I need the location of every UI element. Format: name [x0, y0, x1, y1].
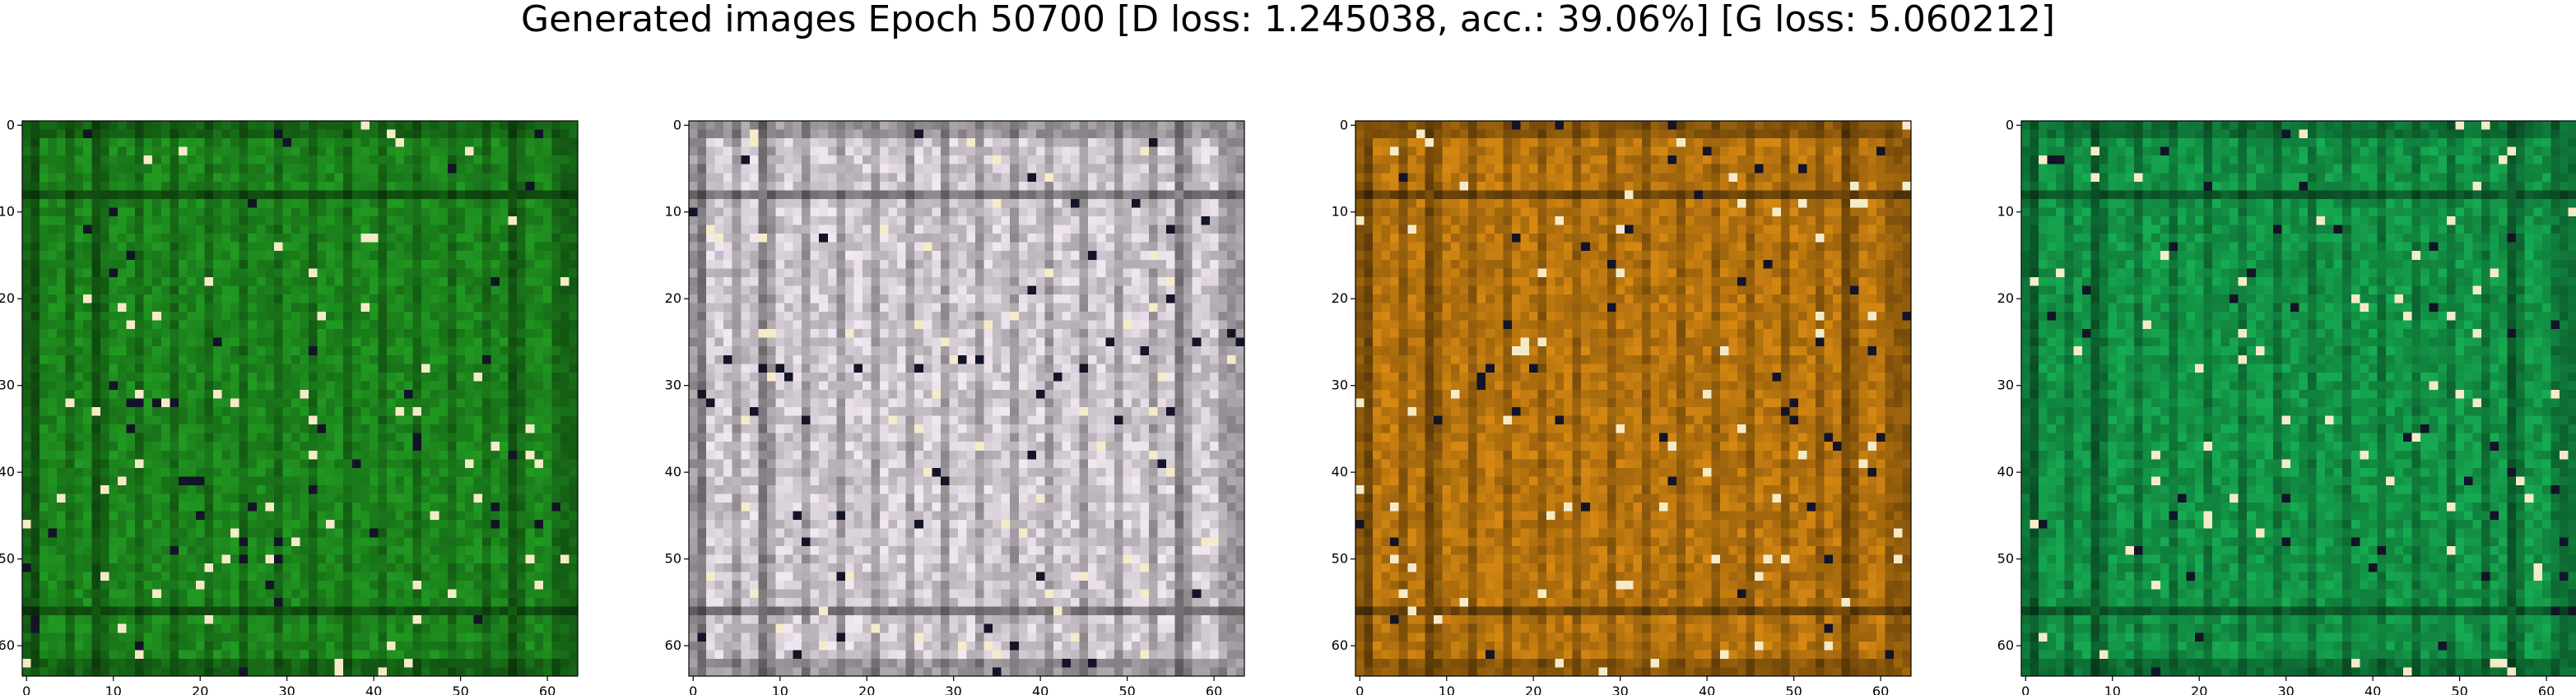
generated-image-2	[689, 121, 1244, 676]
subplot-1: 0 10 20 30 40 50 60 0 10 20 30 40 50 60	[0, 117, 579, 695]
x-tick-label: 60	[1872, 683, 1889, 695]
y-tick-label: 0	[7, 117, 15, 132]
axes-frame	[1355, 120, 1912, 677]
x-tick-label: 50	[452, 683, 468, 695]
y-tick-label: 40	[665, 464, 681, 480]
generated-image-4	[2021, 121, 2576, 676]
axes-frame	[21, 120, 579, 677]
x-tick-label: 50	[1785, 683, 1802, 695]
y-tick-label: 50	[1332, 551, 1348, 567]
x-tick-label: 30	[2278, 683, 2295, 695]
x-tick-label: 10	[772, 683, 788, 695]
y-tick-label: 0	[673, 117, 681, 132]
y-tick-label: 20	[665, 290, 681, 306]
x-tick-label: 10	[1439, 683, 1455, 695]
y-tick-label: 40	[1332, 464, 1348, 480]
x-tick-label: 50	[2451, 683, 2467, 695]
x-tick-label: 10	[2104, 683, 2121, 695]
y-tick-label: 30	[665, 378, 681, 393]
x-tick-label: 0	[689, 683, 697, 695]
x-tick-label: 30	[1612, 683, 1629, 695]
y-tick-label: 60	[1997, 637, 2014, 653]
y-tick-label: 50	[665, 551, 681, 567]
y-tick-label: 20	[1332, 290, 1348, 306]
axes-frame	[2020, 120, 2576, 677]
x-tick-label: 60	[1206, 683, 1222, 695]
x-tick-label: 20	[858, 683, 875, 695]
y-tick-label: 10	[0, 204, 15, 220]
y-tick-label: 40	[0, 464, 15, 480]
x-tick-label: 0	[1355, 683, 1364, 695]
y-tick-label: 20	[0, 290, 15, 306]
x-tick-label: 30	[946, 683, 962, 695]
y-tick-label: 10	[665, 204, 681, 220]
x-tick-label: 40	[1699, 683, 1715, 695]
y-tick-label: 10	[1997, 204, 2014, 220]
y-tick-label: 50	[1997, 551, 2014, 567]
x-tick-label: 20	[192, 683, 208, 695]
y-tick-label: 30	[1997, 378, 2014, 393]
y-tick-label: 0	[1340, 117, 1348, 132]
x-tick-label: 30	[279, 683, 295, 695]
x-tick-label: 40	[1032, 683, 1049, 695]
x-tick-label: 60	[539, 683, 556, 695]
subplot-3: 0 10 20 30 40 50 60 0 10 20 30 40 50 60	[1332, 117, 1912, 695]
generated-image-1	[22, 121, 578, 676]
x-tick-label: 20	[1525, 683, 1541, 695]
subplot-2: 0 10 20 30 40 50 60 0 10 20 30 40 50 60	[665, 117, 1245, 695]
x-tick-label: 10	[105, 683, 122, 695]
y-tick-label: 20	[1997, 290, 2014, 306]
y-tick-label: 60	[665, 637, 681, 653]
y-tick-label: 30	[0, 378, 15, 393]
y-tick-label: 50	[0, 551, 15, 567]
x-tick-label: 0	[22, 683, 30, 695]
x-tick-label: 20	[2191, 683, 2207, 695]
figure-title: Generated images Epoch 50700 [D loss: 1.…	[520, 0, 2056, 40]
y-tick-label: 0	[2006, 117, 2014, 132]
y-tick-label: 60	[1332, 637, 1348, 653]
subplot-4: 0 10 20 30 40 50 60 0 10 20 30 40 50 60	[1997, 117, 2576, 695]
axes-frame	[688, 120, 1245, 677]
x-tick-label: 40	[365, 683, 382, 695]
x-tick-label: 0	[2021, 683, 2030, 695]
y-tick-label: 30	[1332, 378, 1348, 393]
y-tick-label: 60	[0, 637, 15, 653]
y-tick-label: 40	[1997, 464, 2014, 480]
generated-image-3	[1355, 121, 1911, 676]
y-tick-label: 10	[1332, 204, 1348, 220]
x-tick-label: 50	[1118, 683, 1135, 695]
x-tick-label: 60	[2538, 683, 2555, 695]
x-tick-label: 40	[2364, 683, 2381, 695]
